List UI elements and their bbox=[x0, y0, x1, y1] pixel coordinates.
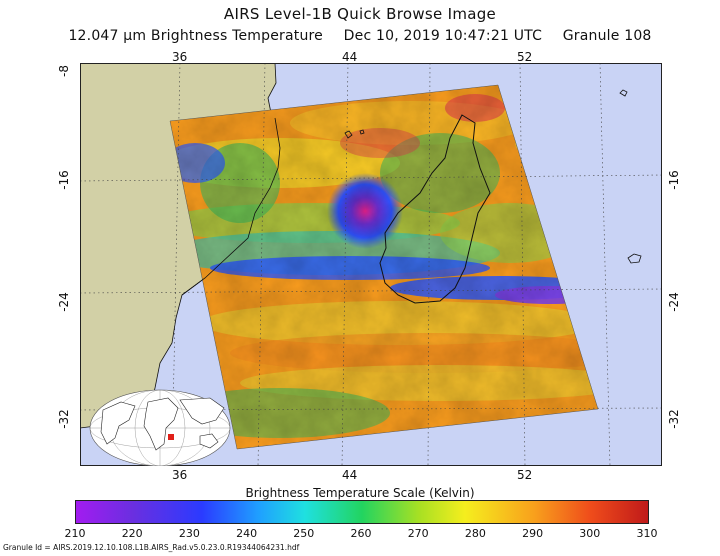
map-panel bbox=[79, 62, 663, 467]
granule-id: Granule Id = AIRS.2019.12.10.108.L1B.AIR… bbox=[3, 543, 300, 552]
swath-location-marker bbox=[168, 434, 174, 440]
image-subtitle: 12.047 µm Brightness Temperature Dec 10,… bbox=[0, 28, 720, 44]
datetime-label: Dec 10, 2019 10:47:21 UTC bbox=[343, 28, 543, 44]
channel-label: 12.047 µm Brightness Temperature bbox=[68, 28, 323, 44]
world-inset bbox=[89, 389, 231, 467]
colorbar-tick-290: 290 bbox=[522, 527, 544, 540]
island-seychelles bbox=[619, 89, 642, 264]
colorbar-tick-250: 250 bbox=[293, 527, 315, 540]
lat-label-right-24: -24 bbox=[666, 292, 681, 312]
colorbar-tick-300: 300 bbox=[579, 527, 601, 540]
colorbar-tick-260: 260 bbox=[350, 527, 372, 540]
colorbar-tick-240: 240 bbox=[236, 527, 258, 540]
map-svg bbox=[79, 62, 663, 467]
colorbar-tick-220: 220 bbox=[121, 527, 143, 540]
lat-label-right-16: -16 bbox=[666, 170, 681, 190]
lat-label-left-8: -8 bbox=[56, 65, 71, 77]
granule-label: Granule 108 bbox=[562, 28, 652, 44]
lat-label-left-32: -32 bbox=[56, 409, 71, 429]
madagascar-outline bbox=[379, 114, 491, 304]
image-title: AIRS Level-1B Quick Browse Image bbox=[223, 5, 497, 23]
lat-label-left-16: -16 bbox=[56, 170, 71, 190]
lon-label-bottom-36: 36 bbox=[172, 468, 188, 482]
colorbar-tick-210: 210 bbox=[64, 527, 86, 540]
lat-label-left-24: -24 bbox=[56, 292, 71, 312]
colorbar-title: Brightness Temperature Scale (Kelvin) bbox=[245, 486, 475, 500]
lon-label-top-44: 44 bbox=[342, 50, 358, 64]
colorbar-tick-310: 310 bbox=[636, 527, 658, 540]
lon-label-top-52: 52 bbox=[517, 50, 533, 64]
colorbar-tick-270: 270 bbox=[407, 527, 429, 540]
africa-coastline bbox=[181, 117, 281, 296]
lon-label-bottom-44: 44 bbox=[342, 468, 358, 482]
lon-label-bottom-52: 52 bbox=[517, 468, 533, 482]
colorbar-tick-280: 280 bbox=[464, 527, 486, 540]
colorbar-tick-230: 230 bbox=[178, 527, 200, 540]
lon-label-top-36: 36 bbox=[172, 50, 188, 64]
swath-border bbox=[169, 84, 599, 450]
lat-label-right-32: -32 bbox=[666, 409, 681, 429]
airs-swath bbox=[170, 85, 598, 449]
colorbar bbox=[75, 500, 649, 524]
